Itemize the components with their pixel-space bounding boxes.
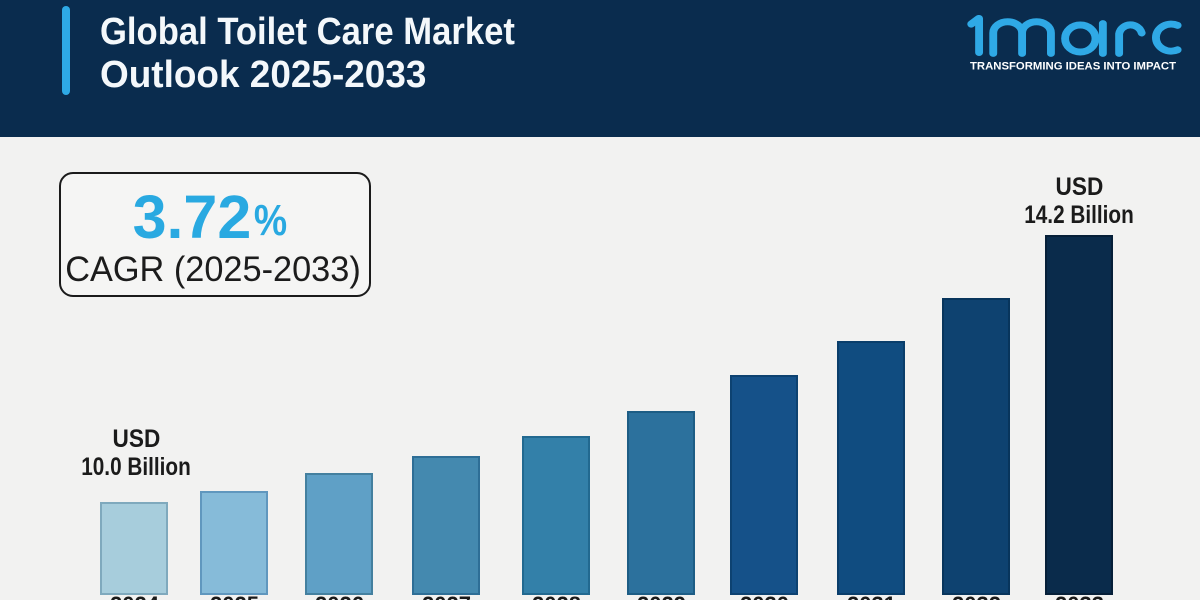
svg-text:TRANSFORMING IDEAS INTO IMPACT: TRANSFORMING IDEAS INTO IMPACT bbox=[970, 61, 1176, 73]
